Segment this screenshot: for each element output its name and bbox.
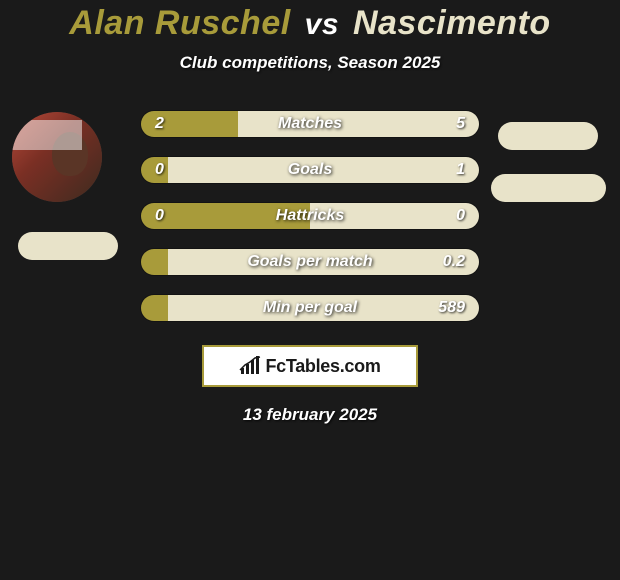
stat-label: Min per goal xyxy=(263,299,357,317)
stat-bar: 0 1 Goals xyxy=(140,156,480,184)
stat-value-right: 0.2 xyxy=(443,253,465,271)
stat-label: Goals xyxy=(288,161,332,179)
stat-bar: 589 Min per goal xyxy=(140,294,480,322)
brand-text: FcTables.com xyxy=(265,356,380,377)
stat-row: 589 Min per goal xyxy=(0,285,620,331)
date-label: 13 february 2025 xyxy=(0,405,620,425)
stat-label: Hattricks xyxy=(276,207,344,225)
stat-value-left: 0 xyxy=(155,207,164,225)
chart-icon xyxy=(239,356,261,376)
subtitle: Club competitions, Season 2025 xyxy=(0,53,620,73)
stat-bar-right xyxy=(238,111,479,137)
vs-label: vs xyxy=(305,8,339,41)
stat-bar: 2 5 Matches xyxy=(140,110,480,138)
stat-value-left: 2 xyxy=(155,115,164,133)
brand-box: FcTables.com xyxy=(202,345,418,387)
stat-bar-left xyxy=(141,295,168,321)
player2-name: Nascimento xyxy=(353,4,551,42)
stat-bar: 0.2 Goals per match xyxy=(140,248,480,276)
stat-bar: 0 0 Hattricks xyxy=(140,202,480,230)
stat-value-right: 0 xyxy=(456,207,465,225)
stat-label: Matches xyxy=(278,115,342,133)
stat-label: Goals per match xyxy=(247,253,372,271)
stat-value-right: 589 xyxy=(438,299,465,317)
stat-value-left: 0 xyxy=(155,161,164,179)
stat-bar-left xyxy=(141,249,168,275)
stat-row: 0 1 Goals xyxy=(0,147,620,193)
stat-value-right: 5 xyxy=(456,115,465,133)
comparison-infographic: Alan Ruschel vs Nascimento Club competit… xyxy=(0,0,620,425)
stat-row: 2 5 Matches xyxy=(0,101,620,147)
stat-bars: 2 5 Matches 0 1 Goals 0 0 Hattricks 0.2 Goals per … xyxy=(0,101,620,331)
page-title: Alan Ruschel vs Nascimento xyxy=(0,4,620,43)
player1-name: Alan Ruschel xyxy=(69,4,290,42)
stat-row: 0.2 Goals per match xyxy=(0,239,620,285)
stat-row: 0 0 Hattricks xyxy=(0,193,620,239)
stat-value-right: 1 xyxy=(456,161,465,179)
